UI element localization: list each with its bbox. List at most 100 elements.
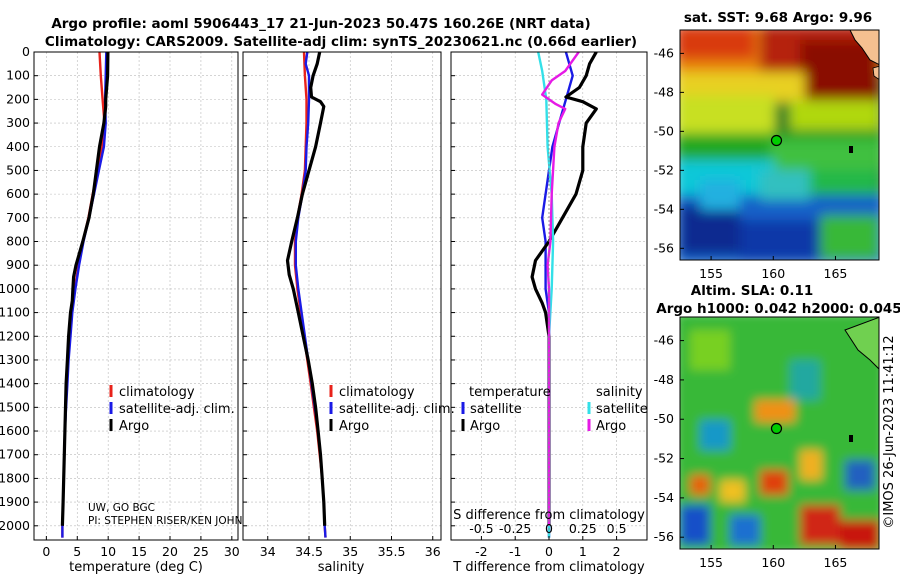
legend-label-temp-argo: Argo: [470, 419, 500, 434]
macquarie-island: [849, 146, 853, 153]
temperature-grid: [34, 51, 238, 540]
map-lat-label: -56: [654, 529, 674, 544]
y-tick-label: 1400: [0, 376, 30, 391]
sst-map-title: sat. SST: 9.68 Argo: 9.96: [684, 10, 872, 26]
coastline-island: [872, 65, 879, 80]
sla-map-frame: [679, 316, 880, 550]
sla-map-title-line2: Argo h1000: 0.042 h2000: 0.045: [656, 301, 900, 317]
sla-map-title-line1: Altim. SLA: 0.11: [691, 283, 813, 299]
sst-map-frame: [679, 29, 880, 261]
legend-header-salinity: salinity: [596, 385, 643, 400]
salinity-diff-ticks: -0.5 -0.25 0 0.25 0.5: [469, 521, 626, 536]
salinity-frame: [242, 51, 442, 541]
x-tick-label: 0: [545, 544, 553, 559]
difference-ticks: -2 -1 0 1 2: [451, 51, 621, 559]
y-tick-label: 600: [6, 186, 30, 201]
temperature-frame: [33, 51, 239, 541]
legend-label-climatology: climatology: [119, 385, 195, 400]
map-lat-label: -52: [654, 162, 674, 177]
map-lat-label: -56: [654, 240, 674, 255]
legend-label-climatology: climatology: [339, 385, 415, 400]
figure-title-line1: Argo profile: aoml 5906443_17 21-Jun-202…: [51, 16, 590, 32]
map-lat-label: -46: [654, 45, 674, 60]
map-lat-label: -48: [654, 84, 674, 99]
series-line-temperature-argo: [530, 52, 598, 526]
salinity-series: [285, 52, 327, 538]
legend-label-sal-argo: Argo: [596, 419, 626, 434]
x-tick-label: 10: [100, 544, 116, 559]
x-tick-label: 20: [162, 544, 178, 559]
y-tick-label: 1000: [0, 281, 30, 296]
temperature-legend: climatology satellite-adj. clim. Argo: [109, 385, 235, 434]
difference-series: [530, 52, 598, 540]
map-lat-label: -54: [654, 490, 674, 505]
difference-legend: temperature satellite Argo salinity sate…: [461, 385, 648, 434]
map-lon-label: 160: [761, 555, 785, 570]
x-tick-label: 2: [613, 544, 621, 559]
series-line-climatology: [61, 52, 106, 538]
legend-label-sal-satellite: satellite: [596, 402, 648, 417]
y-tick-label: 1500: [0, 399, 30, 414]
map-lon-label: 160: [761, 266, 785, 281]
x-tick-label: 36: [425, 544, 441, 559]
map-lon-label: 155: [699, 555, 723, 570]
y-tick-label: 1700: [0, 447, 30, 462]
argo-float-marker: [770, 134, 783, 147]
y-tick-label: 0: [22, 44, 30, 59]
secondary-x-tick-label: -0.25: [499, 521, 531, 536]
x-tick-label: 35.5: [378, 544, 406, 559]
y-tick-label: 1200: [0, 328, 30, 343]
legend-label-satellite: satellite-adj. clim.: [339, 402, 455, 417]
difference-xlabel: T difference from climatology: [452, 560, 645, 575]
sla-map: Altim. SLA: 0.11 Argo h1000: 0.042 h2000…: [654, 283, 900, 570]
secondary-x-tick-label: 0.5: [607, 521, 627, 536]
y-tick-label: 500: [6, 162, 30, 177]
map-lat-label: -52: [654, 451, 674, 466]
y-tick-label: 1900: [0, 494, 30, 509]
y-tick-label: 1300: [0, 352, 30, 367]
legend-label-argo: Argo: [339, 419, 369, 434]
x-tick-label: 5: [73, 544, 81, 559]
x-tick-label: 34.5: [295, 544, 323, 559]
map-lon-label: 155: [699, 266, 723, 281]
salinity-panel: 34 34.5 35 35.5 36 salinity climatology sate…: [242, 51, 455, 575]
secondary-x-tick-label: 0: [545, 521, 553, 536]
figure-title-line2: Climatology: CARS2009. Satellite-adj cli…: [45, 34, 637, 50]
sla-field: [680, 317, 879, 549]
temperature-xlabel: temperature (deg C): [69, 560, 203, 575]
sla-map-ticks: -46 -48 -50 -52 -54 -56 155 160 165: [654, 333, 848, 570]
macquarie-island: [849, 435, 853, 442]
map-lat-label: -48: [654, 372, 674, 387]
x-tick-label: 15: [131, 544, 147, 559]
sst-field: [680, 30, 879, 260]
legend-label-argo: Argo: [119, 419, 149, 434]
y-tick-label: 300: [6, 115, 30, 130]
coastline-tasmania: [844, 317, 879, 370]
y-tick-label: 100: [6, 68, 30, 83]
map-lat-label: -50: [654, 123, 674, 138]
map-lat-label: -46: [654, 333, 674, 348]
map-lat-label: -54: [654, 201, 674, 216]
difference-panel: -2 -1 0 1 2 T difference from climatology S …: [450, 51, 648, 575]
map-lon-label: 165: [824, 266, 848, 281]
legend-header-temperature: temperature: [469, 385, 551, 400]
salinity-xlabel: salinity: [318, 560, 365, 575]
x-tick-label: -1: [509, 544, 521, 559]
x-tick-label: 35: [342, 544, 358, 559]
temperature-panel: 0100200300400500600700800900100011001200…: [0, 44, 242, 575]
temperature-series: [60, 52, 110, 538]
sst-map: sat. SST: 9.68 Argo: 9.96: [654, 10, 880, 281]
y-tick-label: 200: [6, 91, 30, 106]
y-tick-label: 1800: [0, 470, 30, 485]
pi-annotation-line2: PI: STEPHEN RISER/KEN JOHN: [88, 515, 242, 527]
sst-map-ticks: -46 -48 -50 -52 -54 -56 155 160 165: [654, 45, 848, 281]
x-tick-label: 0: [42, 544, 50, 559]
secondary-x-tick-label: 0.25: [569, 521, 597, 536]
y-tick-label: 900: [6, 257, 30, 272]
argo-float-marker: [770, 422, 783, 435]
x-tick-label: 1: [579, 544, 587, 559]
temperature-ticks: 0100200300400500600700800900100011001200…: [0, 44, 240, 559]
copyright-timestamp: ©IMOS 26-Jun-2023 11:41:12: [882, 335, 897, 528]
map-lon-label: 165: [824, 555, 848, 570]
